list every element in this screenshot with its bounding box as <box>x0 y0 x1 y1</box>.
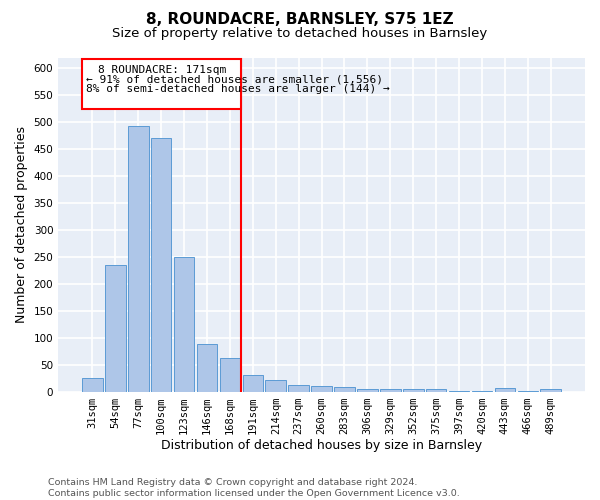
Bar <box>242 376 263 392</box>
Text: Size of property relative to detached houses in Barnsley: Size of property relative to detached ho… <box>112 26 488 40</box>
Bar <box>426 390 446 392</box>
Bar <box>128 126 149 392</box>
Bar <box>289 384 309 392</box>
Bar <box>265 380 286 392</box>
Text: 8 ROUNDACRE: 171sqm: 8 ROUNDACRE: 171sqm <box>98 65 226 75</box>
Bar <box>151 138 172 392</box>
Text: ← 91% of detached houses are smaller (1,556): ← 91% of detached houses are smaller (1,… <box>86 74 383 85</box>
Bar <box>82 378 103 392</box>
Text: 8% of semi-detached houses are larger (144) →: 8% of semi-detached houses are larger (1… <box>86 84 389 94</box>
Bar <box>541 390 561 392</box>
Y-axis label: Number of detached properties: Number of detached properties <box>15 126 28 323</box>
X-axis label: Distribution of detached houses by size in Barnsley: Distribution of detached houses by size … <box>161 440 482 452</box>
Bar <box>518 391 538 392</box>
Bar <box>403 390 424 392</box>
Bar <box>311 386 332 392</box>
Bar <box>494 388 515 392</box>
Bar <box>334 386 355 392</box>
Bar <box>220 358 240 392</box>
Bar <box>82 58 241 108</box>
Bar <box>197 344 217 392</box>
Bar <box>174 257 194 392</box>
Bar <box>380 390 401 392</box>
Bar <box>449 391 469 392</box>
Text: 8, ROUNDACRE, BARNSLEY, S75 1EZ: 8, ROUNDACRE, BARNSLEY, S75 1EZ <box>146 12 454 28</box>
Bar <box>472 391 493 392</box>
Bar <box>357 389 378 392</box>
Bar <box>105 266 125 392</box>
Text: Contains HM Land Registry data © Crown copyright and database right 2024.
Contai: Contains HM Land Registry data © Crown c… <box>48 478 460 498</box>
